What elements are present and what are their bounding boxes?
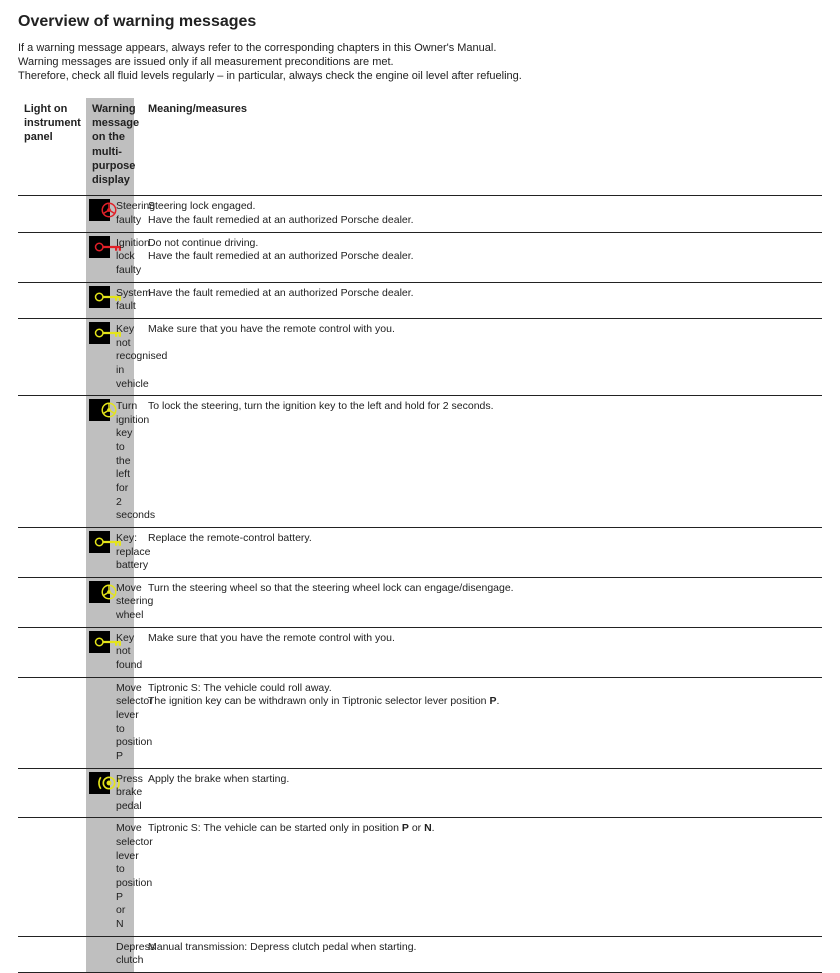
table-row: System faultHave the fault remedied at a…: [18, 282, 822, 318]
icon-cell: [86, 282, 110, 318]
light-cell: [18, 936, 86, 972]
light-cell: [18, 282, 86, 318]
col-header-light: Light on instrument panel: [18, 98, 86, 196]
col-header-meaning: Meaning/measures: [134, 98, 822, 196]
meaning-cell: Tiptronic S: The vehicle could roll away…: [134, 677, 822, 768]
icon-cell: [86, 232, 110, 282]
table-row: Steering faultySteering lock engaged.Hav…: [18, 196, 822, 232]
icon-cell: [86, 577, 110, 627]
light-cell: [18, 196, 86, 232]
light-cell: [18, 677, 86, 768]
light-cell: [18, 577, 86, 627]
meaning-cell: Tiptronic S: The vehicle can be started …: [134, 818, 822, 936]
table-row: Ignition lock faultyDo not continue driv…: [18, 232, 822, 282]
light-cell: [18, 627, 86, 677]
table-row: Key not recognised in vehicleMake sure t…: [18, 318, 822, 395]
col-header-icon: Warning message on the multi-purpose dis…: [86, 98, 134, 196]
meaning-cell: Replace the remote-control battery.: [134, 527, 822, 577]
meaning-cell: Have the fault remedied at an authorized…: [134, 282, 822, 318]
intro-line: Warning messages are issued only if all …: [18, 55, 822, 69]
icon-cell: [86, 936, 110, 972]
meaning-cell: Make sure that you have the remote contr…: [134, 318, 822, 395]
meaning-cell: Steering lock engaged.Have the fault rem…: [134, 196, 822, 232]
message-cell: Move selector lever to position P: [110, 677, 134, 768]
intro-line: Therefore, check all fluid levels regula…: [18, 69, 822, 83]
page-title: Overview of warning messages: [18, 12, 822, 33]
light-cell: [18, 527, 86, 577]
light-cell: [18, 818, 86, 936]
intro-line: If a warning message appears, always ref…: [18, 41, 822, 55]
meaning-cell: Make sure that you have the remote contr…: [134, 627, 822, 677]
message-cell: Depress clutch: [110, 936, 134, 972]
table-row: Move selector lever to position PTiptron…: [18, 677, 822, 768]
meaning-cell: Manual transmission: Depress clutch peda…: [134, 936, 822, 972]
table-row: Key: replace batteryReplace the remote-c…: [18, 527, 822, 577]
meaning-cell: Apply the brake when starting.: [134, 768, 822, 818]
icon-cell: [86, 396, 110, 528]
icon-cell: [86, 527, 110, 577]
meaning-cell: To lock the steering, turn the ignition …: [134, 396, 822, 528]
table-row: Press brake pedalApply the brake when st…: [18, 768, 822, 818]
table-row: Turn ignition key to the left for 2 seco…: [18, 396, 822, 528]
icon-cell: [86, 318, 110, 395]
table-row: Move steering wheelTurn the steering whe…: [18, 577, 822, 627]
table-row: Depress clutchManual transmission: Depre…: [18, 936, 822, 972]
meaning-cell: Turn the steering wheel so that the stee…: [134, 577, 822, 627]
table-row: Move selector lever to position P or NTi…: [18, 818, 822, 936]
light-cell: [18, 318, 86, 395]
icon-cell: [86, 627, 110, 677]
warning-table: Light on instrument panel Warning messag…: [18, 98, 822, 973]
intro-text: If a warning message appears, always ref…: [18, 41, 822, 84]
icon-cell: [86, 196, 110, 232]
table-row: Key not foundMake sure that you have the…: [18, 627, 822, 677]
message-cell: Move selector lever to position P or N: [110, 818, 134, 936]
meaning-cell: Do not continue driving.Have the fault r…: [134, 232, 822, 282]
icon-cell: [86, 818, 110, 936]
icon-cell: [86, 677, 110, 768]
light-cell: [18, 396, 86, 528]
light-cell: [18, 232, 86, 282]
icon-cell: [86, 768, 110, 818]
light-cell: [18, 768, 86, 818]
